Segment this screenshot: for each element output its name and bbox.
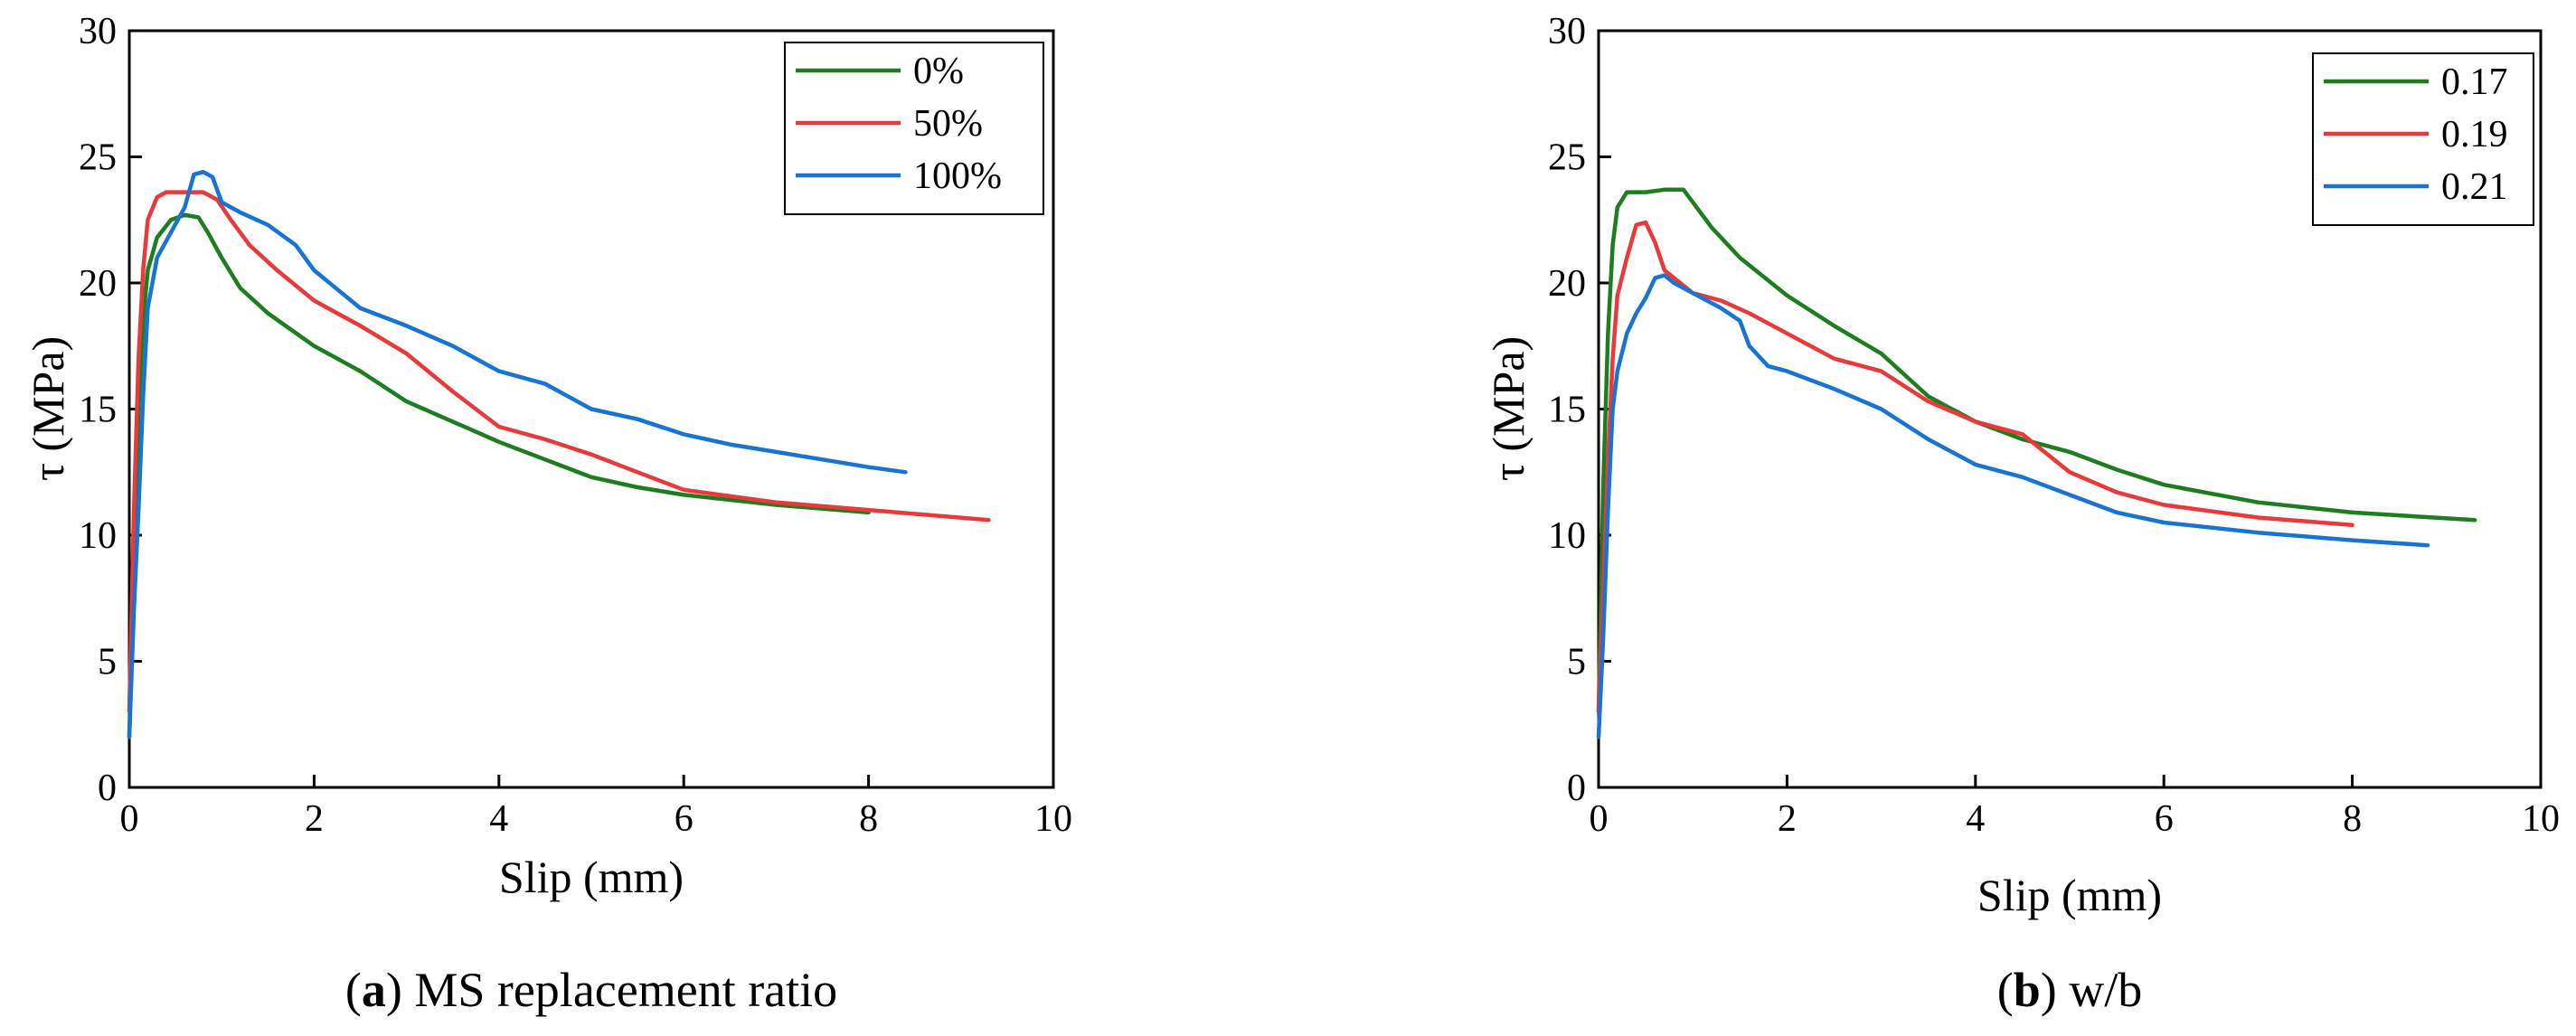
legend-label-a-2: 50%: [913, 103, 983, 145]
caption-a: (a) MS replacement ratio: [345, 963, 837, 1017]
x-tick-label-a: 2: [305, 798, 324, 840]
x-tick-label-a: 6: [675, 798, 694, 840]
legend-a: 0% 50% 100%: [784, 42, 1044, 215]
legend-b: 0.17 0.19 0.21: [2312, 52, 2534, 226]
caption-text-b: w/b: [2069, 963, 2142, 1017]
y-tick-label-a: 5: [98, 642, 117, 683]
x-tick-label-b: 8: [2343, 798, 2362, 840]
legend-label-a-3: 100%: [913, 155, 1002, 197]
y-axis-label-b: τ (MPa): [1483, 336, 1533, 481]
y-axis-label-a: τ (MPa): [23, 336, 73, 481]
caption-text-a: MS replacement ratio: [414, 963, 837, 1017]
y-tick-label-b: 15: [1548, 390, 1586, 431]
y-tick-label-b: 0: [1567, 768, 1586, 809]
y-tick-label-b: 25: [1548, 137, 1586, 179]
panel-label-b: b: [2014, 963, 2041, 1017]
axis-ticks-a: 0 2 4 6 8 10 0 5 10 15 20 25 30: [79, 11, 1072, 840]
x-tick-label-a: 8: [859, 798, 878, 840]
x-tick-label-a: 4: [489, 798, 508, 840]
x-tick-label-b: 4: [1966, 798, 1985, 840]
y-tick-label-a: 10: [79, 515, 117, 557]
x-tick-label-a: 10: [1034, 798, 1072, 840]
series-line-a-3: [127, 169, 908, 739]
x-tick-label-b: 6: [2155, 798, 2174, 840]
x-tick-label-b: 2: [1778, 798, 1797, 840]
y-tick-label-b: 20: [1548, 263, 1586, 305]
series-line-b-2: [1596, 220, 2354, 714]
legend-label-a-1: 0%: [913, 51, 964, 92]
x-axis-label-a: Slip (mm): [499, 852, 684, 902]
series-lines-a: [127, 169, 991, 739]
axis-ticks-b: 0 2 4 6 8 10 0 5 10 15 20 25 30: [1548, 11, 2560, 840]
chart-panel-b: 0 2 4 6 8 10 0 5 10 15 20 25 30 0.17 0.19 0.21 Slip (m…: [1483, 11, 2560, 1017]
legend-label-b-3: 0.21: [2441, 166, 2508, 208]
x-tick-label-b: 0: [1590, 798, 1609, 840]
series-line-a-1: [127, 212, 871, 739]
y-tick-label-b: 30: [1548, 11, 1586, 52]
series-line-b-1: [1596, 187, 2477, 714]
y-tick-label-b: 10: [1548, 515, 1586, 557]
series-line-a-2: [127, 190, 991, 714]
series-lines-b: [1596, 187, 2477, 739]
panel-label-a: a: [362, 963, 386, 1017]
y-tick-label-a: 15: [79, 390, 117, 431]
y-tick-label-a: 0: [98, 768, 117, 809]
x-axis-label-b: Slip (mm): [1977, 870, 2162, 920]
legend-label-b-1: 0.17: [2441, 61, 2508, 103]
y-tick-label-a: 30: [79, 11, 117, 52]
legend-label-b-2: 0.19: [2441, 114, 2508, 155]
y-tick-label-b: 5: [1567, 642, 1586, 683]
y-tick-label-a: 20: [79, 263, 117, 305]
y-tick-label-a: 25: [79, 137, 117, 179]
series-line-b-3: [1596, 273, 2430, 739]
x-tick-label-a: 0: [120, 798, 139, 840]
caption-b: (b) w/b: [1997, 963, 2143, 1017]
x-tick-label-b: 10: [2522, 798, 2560, 840]
